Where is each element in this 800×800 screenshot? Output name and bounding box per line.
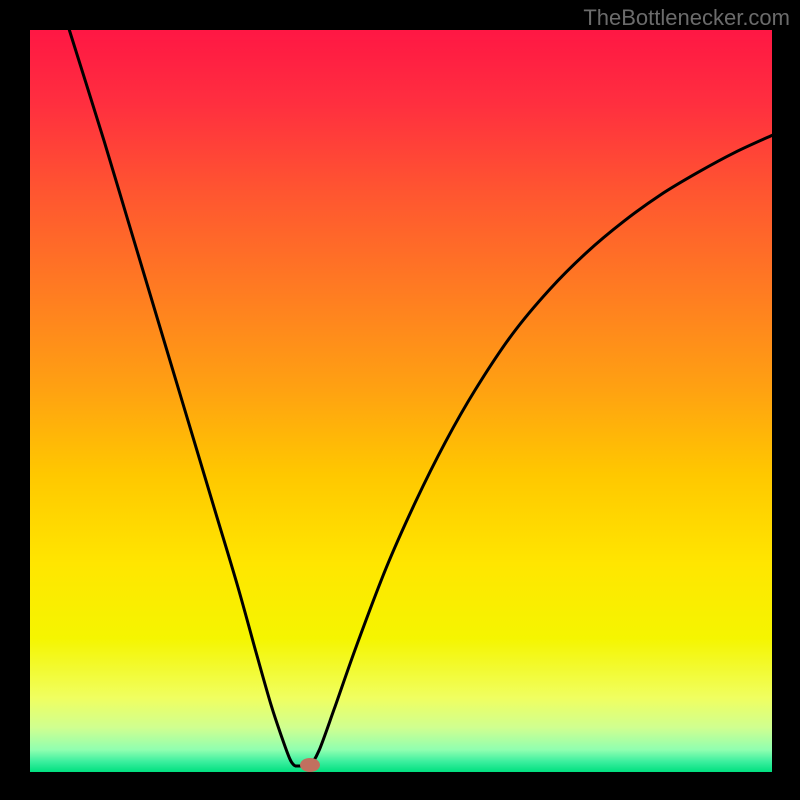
- chart-container: TheBottlenecker.com: [0, 0, 800, 800]
- curve-path: [69, 30, 772, 766]
- bottleneck-curve: [30, 30, 772, 772]
- optimal-point-marker: [300, 758, 320, 772]
- watermark-text: TheBottlenecker.com: [583, 5, 790, 31]
- plot-area: [30, 30, 772, 772]
